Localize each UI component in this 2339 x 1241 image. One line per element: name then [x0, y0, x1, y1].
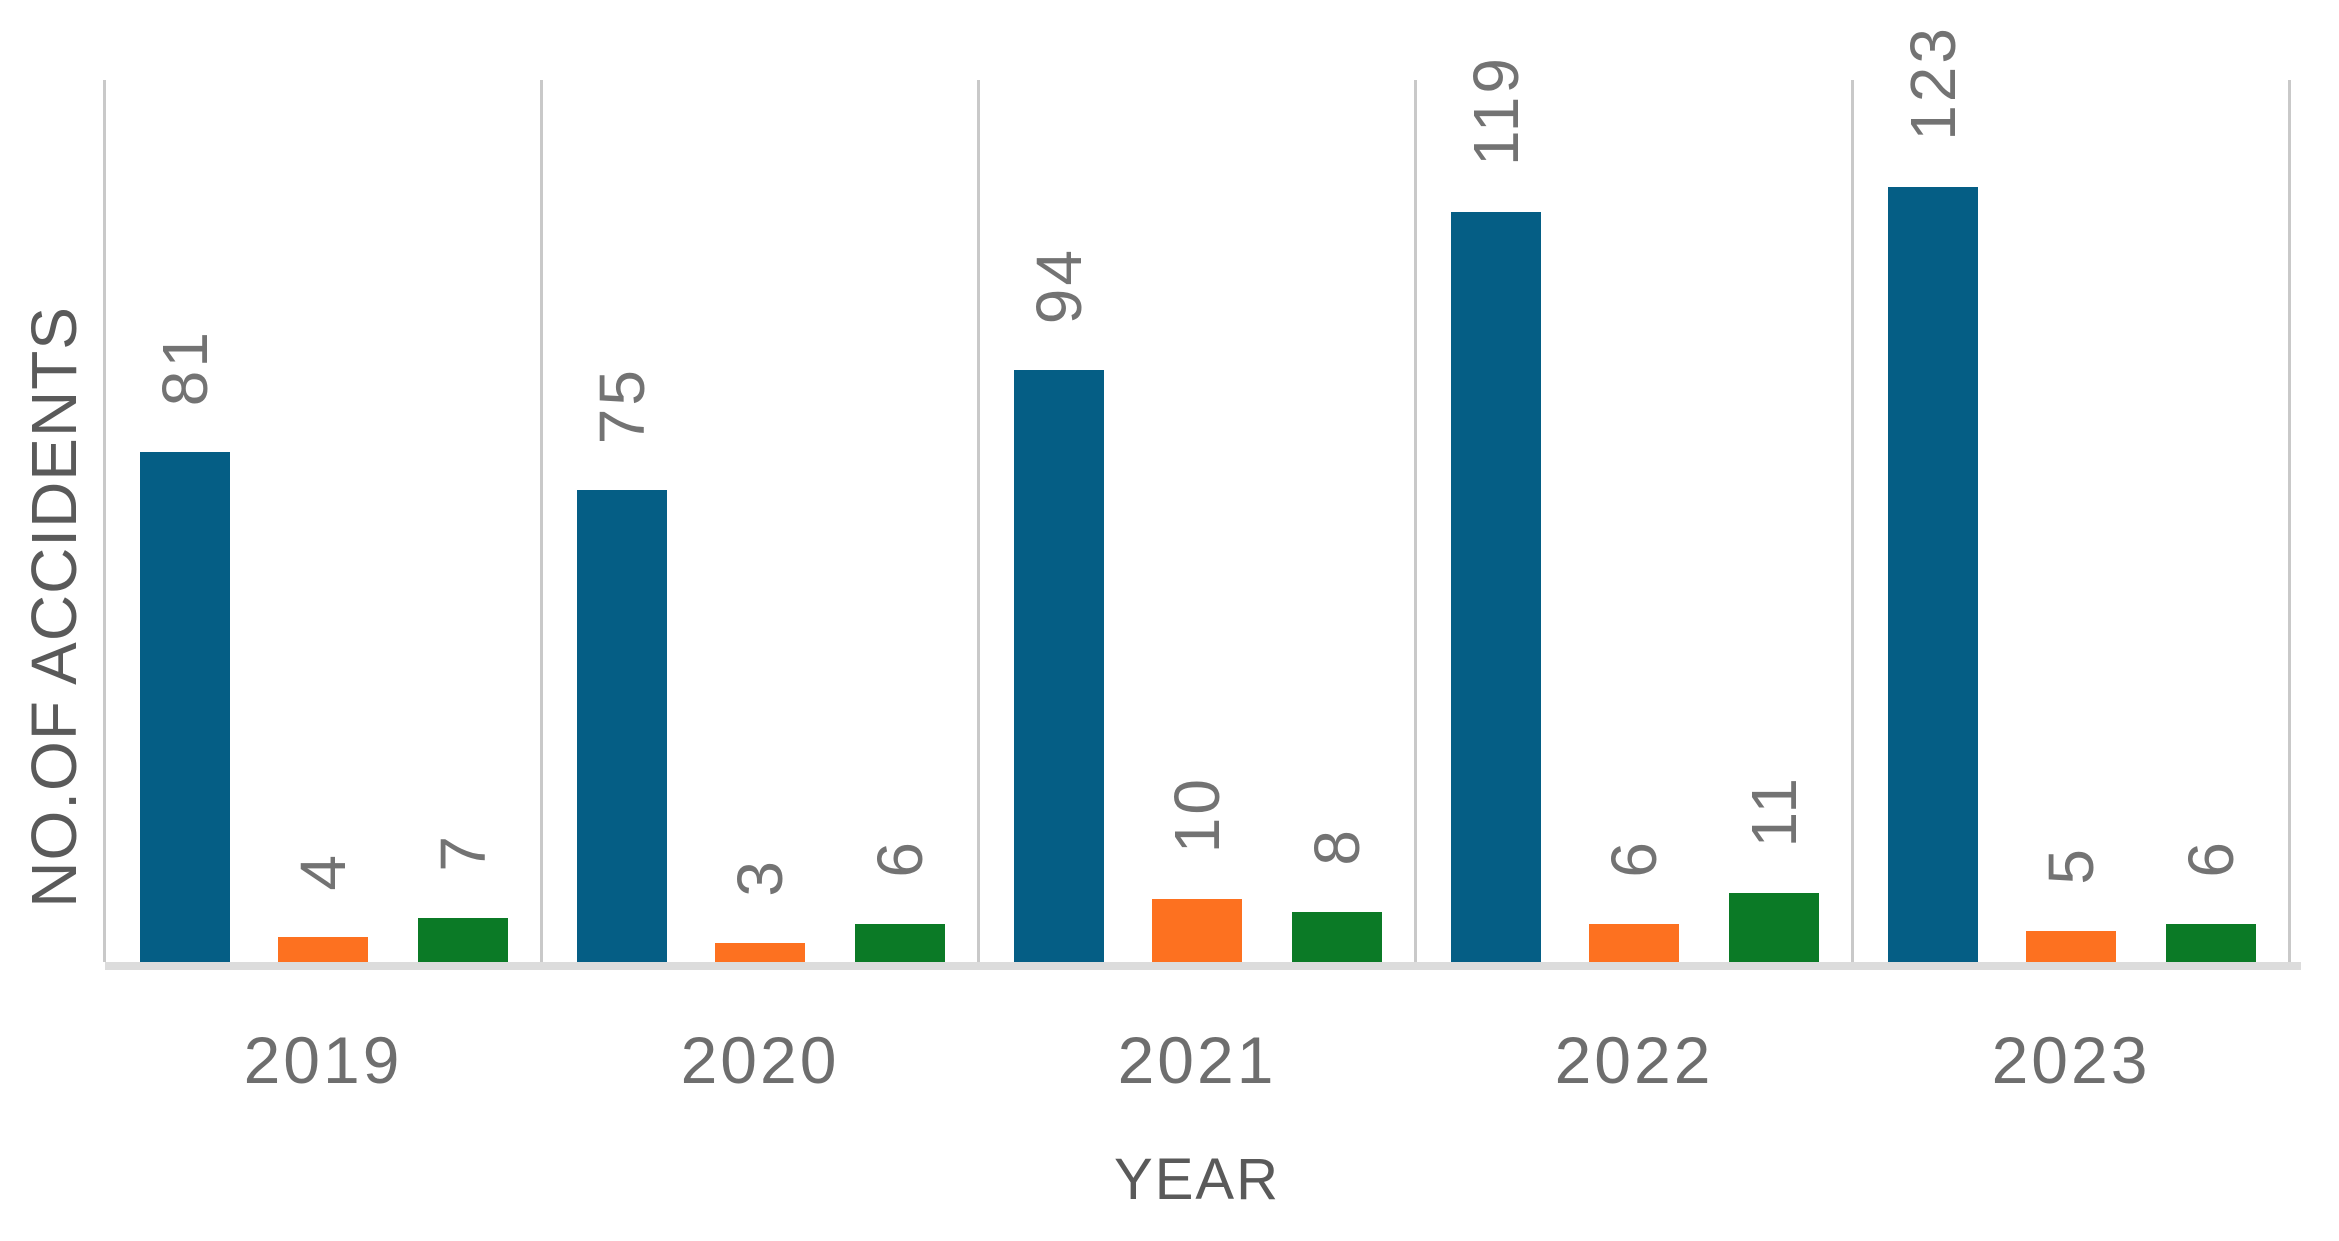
bar-2022-orange[interactable]	[1589, 924, 1679, 962]
bar-value-label: 8	[1301, 827, 1373, 866]
gridline	[2288, 80, 2291, 962]
bar-2019-orange[interactable]	[278, 937, 368, 962]
bar-2023-green[interactable]	[2166, 924, 2256, 962]
bar-value-label: 4	[287, 852, 359, 891]
bar-2020-green[interactable]	[855, 924, 945, 962]
gridline	[977, 80, 980, 962]
bar-value-label: 75	[586, 366, 658, 444]
x-axis-title: YEAR	[1114, 1147, 1280, 1212]
gridline	[1414, 80, 1417, 962]
gridline	[540, 80, 543, 962]
bar-value-label: 94	[1023, 246, 1095, 324]
bar-2023-orange[interactable]	[2026, 931, 2116, 962]
bar-value-label: 123	[1897, 25, 1969, 141]
gridline	[103, 80, 106, 962]
bar-2019-green[interactable]	[418, 918, 508, 962]
y-axis-title: NO.OF ACCIDENTS	[18, 306, 90, 908]
bar-value-label: 6	[2175, 839, 2247, 878]
bar-2022-green[interactable]	[1729, 893, 1819, 962]
bar-2021-green[interactable]	[1292, 912, 1382, 962]
bar-2020-blue[interactable]	[577, 490, 667, 962]
bar-2019-blue[interactable]	[140, 452, 230, 962]
bar-value-label: 6	[864, 839, 936, 878]
x-tick-2023: 2023	[1991, 1023, 2151, 1097]
bar-value-label: 10	[1161, 775, 1233, 853]
bar-value-label: 5	[2035, 846, 2107, 885]
x-axis-line	[105, 962, 2301, 970]
bar-value-label: 6	[1598, 839, 1670, 878]
bar-value-label: 119	[1460, 54, 1532, 166]
x-tick-2022: 2022	[1554, 1023, 1714, 1097]
bar-value-label: 11	[1738, 774, 1810, 847]
x-tick-2019: 2019	[243, 1023, 403, 1097]
bar-value-label: 7	[427, 833, 499, 872]
bar-value-label: 3	[724, 858, 796, 897]
x-tick-2021: 2021	[1117, 1023, 1277, 1097]
bar-2021-blue[interactable]	[1014, 370, 1104, 962]
bar-2020-orange[interactable]	[715, 943, 805, 962]
gridline	[1851, 80, 1854, 962]
bar-2021-orange[interactable]	[1152, 899, 1242, 962]
bar-value-label: 81	[149, 328, 221, 406]
bar-2022-blue[interactable]	[1451, 212, 1541, 962]
x-tick-2020: 2020	[680, 1023, 840, 1097]
bar-2023-blue[interactable]	[1888, 187, 1978, 962]
